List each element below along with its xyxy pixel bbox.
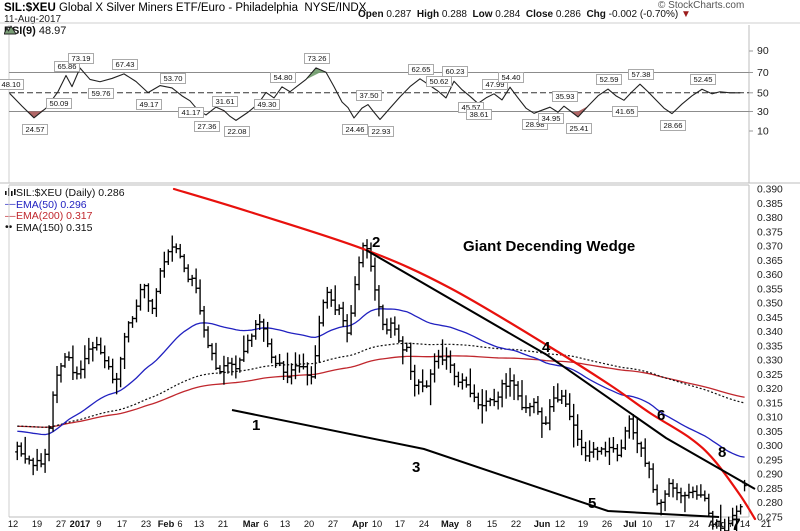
svg-text:8: 8: [718, 444, 726, 461]
svg-text:4: 4: [542, 339, 551, 356]
svg-text:3: 3: [412, 459, 420, 476]
svg-text:5: 5: [588, 495, 596, 512]
svg-text:2: 2: [372, 234, 380, 251]
svg-text:6: 6: [657, 407, 665, 424]
svg-text:1: 1: [252, 417, 260, 434]
svg-text:Giant Decending Wedge: Giant Decending Wedge: [463, 238, 635, 255]
